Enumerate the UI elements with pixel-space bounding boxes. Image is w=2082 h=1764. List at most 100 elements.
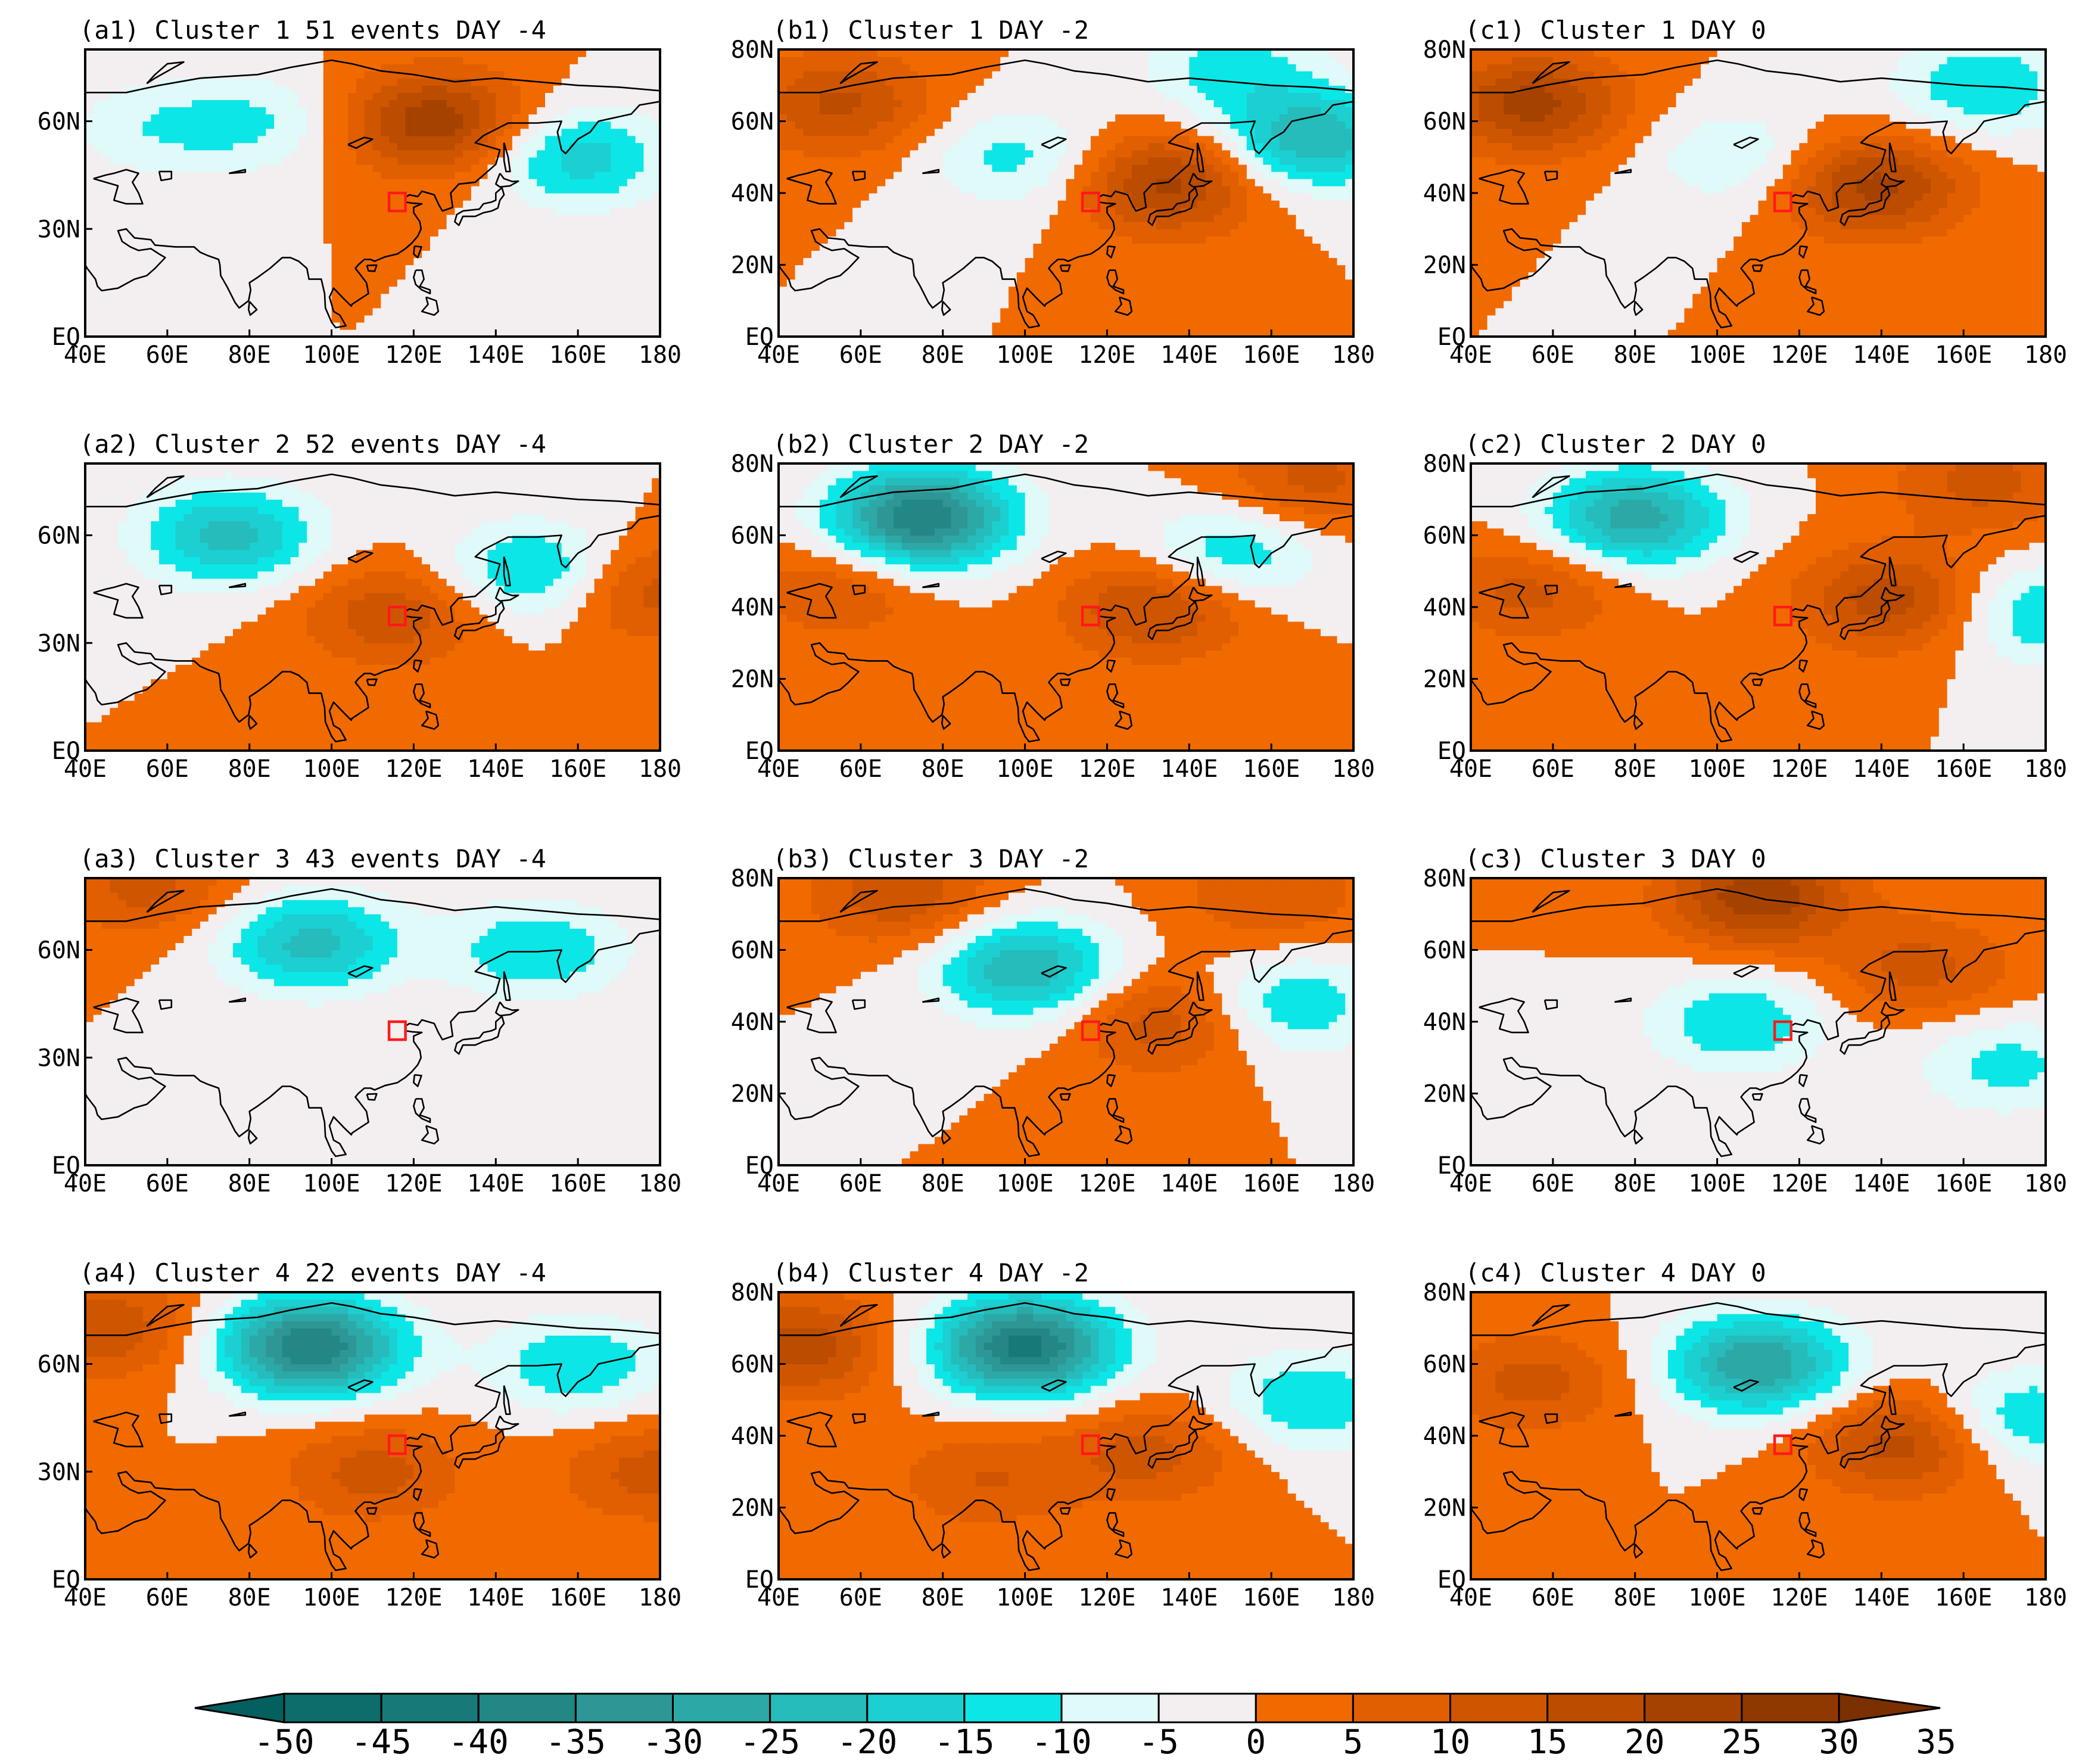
- anomaly-cell: [942, 322, 952, 330]
- anomaly-cell: [1328, 243, 1337, 251]
- anomaly-cell: [803, 157, 812, 165]
- anomaly-cell: [942, 207, 952, 215]
- anomaly-cell: [643, 121, 652, 129]
- anomaly-cell: [1098, 164, 1107, 172]
- anomaly-cell: [340, 207, 348, 215]
- anomaly-cell: [455, 92, 463, 100]
- anomaly-cell: [142, 307, 151, 316]
- anomaly-cell: [372, 279, 381, 287]
- anomaly-cell: [1009, 128, 1017, 136]
- anomaly-cell: [315, 135, 324, 144]
- anomaly-cell: [602, 329, 611, 337]
- anomaly-cell: [926, 322, 935, 330]
- anomaly-cell: [101, 78, 110, 86]
- anomaly-cell: [528, 293, 537, 301]
- anomaly-cell: [1263, 128, 1272, 136]
- anomaly-cell: [561, 114, 570, 122]
- anomaly-cell: [1255, 286, 1263, 294]
- anomaly-cell: [827, 236, 837, 244]
- anomaly-cell: [381, 171, 390, 179]
- anomaly-cell: [860, 185, 870, 194]
- anomaly-cell: [1172, 178, 1182, 186]
- anomaly-cell: [1205, 207, 1215, 215]
- anomaly-cell: [877, 164, 886, 172]
- anomaly-cell: [496, 214, 505, 222]
- anomaly-cell: [1098, 222, 1107, 229]
- anomaly-cell: [561, 128, 570, 136]
- anomaly-cell: [803, 315, 812, 323]
- anomaly-cell: [1016, 322, 1026, 330]
- anomaly-cell: [93, 236, 102, 244]
- anomaly-cell: [934, 329, 944, 337]
- anomaly-cell: [901, 307, 911, 316]
- anomaly-cell: [126, 322, 135, 330]
- anomaly-cell: [372, 286, 381, 294]
- anomaly-cell: [578, 265, 587, 273]
- anomaly-cell: [348, 214, 357, 222]
- anomaly-cell: [1131, 329, 1141, 337]
- anomaly-cell: [910, 164, 919, 172]
- anomaly-cell: [192, 322, 201, 330]
- anomaly-cell: [885, 171, 894, 179]
- anomaly-cell: [183, 107, 192, 115]
- anomaly-cell: [446, 64, 455, 71]
- anomaly-cell: [225, 315, 234, 323]
- anomaly-cell: [200, 272, 209, 280]
- anomaly-cell: [652, 71, 660, 79]
- anomaly-cell: [553, 222, 562, 229]
- anomaly-cell: [1287, 222, 1297, 229]
- anomaly-cell: [811, 222, 820, 229]
- anomaly-cell: [85, 64, 94, 71]
- anomaly-cell: [1140, 114, 1149, 122]
- anomaly-cell: [1263, 164, 1272, 172]
- anomaly-cell: [1189, 128, 1198, 136]
- anomaly-cell: [118, 78, 127, 86]
- anomaly-cell: [1082, 286, 1091, 294]
- anomaly-cell: [282, 78, 291, 86]
- anomaly-cell: [1238, 128, 1247, 136]
- anomaly-cell: [569, 265, 578, 273]
- anomaly-cell: [627, 78, 636, 86]
- anomaly-cell: [1164, 272, 1174, 280]
- anomaly-cell: [331, 200, 340, 208]
- anomaly-cell: [430, 265, 439, 273]
- anomaly-cell: [241, 185, 250, 194]
- anomaly-cell: [926, 272, 935, 280]
- anomaly-cell: [126, 185, 135, 194]
- anomaly-cell: [528, 64, 537, 71]
- anomaly-cell: [1049, 329, 1059, 337]
- anomaly-cell: [537, 135, 546, 144]
- anomaly-cell: [438, 71, 447, 79]
- anomaly-cell: [455, 57, 463, 64]
- anomaly-cell: [159, 85, 168, 93]
- anomaly-cell: [852, 315, 861, 323]
- anomaly-cell: [216, 114, 225, 122]
- anomaly-cell: [356, 207, 365, 215]
- anomaly-cell: [1107, 272, 1116, 280]
- anomaly-cell: [85, 92, 94, 100]
- anomaly-cell: [1172, 114, 1182, 122]
- anomaly-cell: [860, 193, 870, 201]
- anomaly-cell: [151, 142, 160, 151]
- anomaly-cell: [643, 300, 652, 309]
- anomaly-cell: [1222, 157, 1231, 165]
- anomaly-cell: [877, 229, 886, 237]
- anomaly-cell: [578, 57, 587, 64]
- anomaly-cell: [602, 293, 611, 301]
- anomaly-cell: [389, 157, 398, 165]
- anomaly-cell: [869, 229, 877, 237]
- anomaly-cell: [331, 243, 340, 251]
- anomaly-cell: [1131, 121, 1141, 129]
- anomaly-cell: [323, 322, 332, 330]
- anomaly-cell: [1337, 236, 1346, 244]
- anomaly-cell: [819, 315, 829, 323]
- anomaly-cell: [1156, 142, 1165, 151]
- anomaly-cell: [545, 171, 554, 179]
- anomaly-cell: [496, 279, 505, 287]
- coastline: [347, 136, 374, 149]
- anomaly-cell: [910, 193, 919, 201]
- anomaly-cell: [225, 257, 234, 266]
- anomaly-cell: [126, 214, 135, 222]
- anomaly-cell: [1263, 272, 1272, 280]
- anomaly-cell: [975, 322, 985, 330]
